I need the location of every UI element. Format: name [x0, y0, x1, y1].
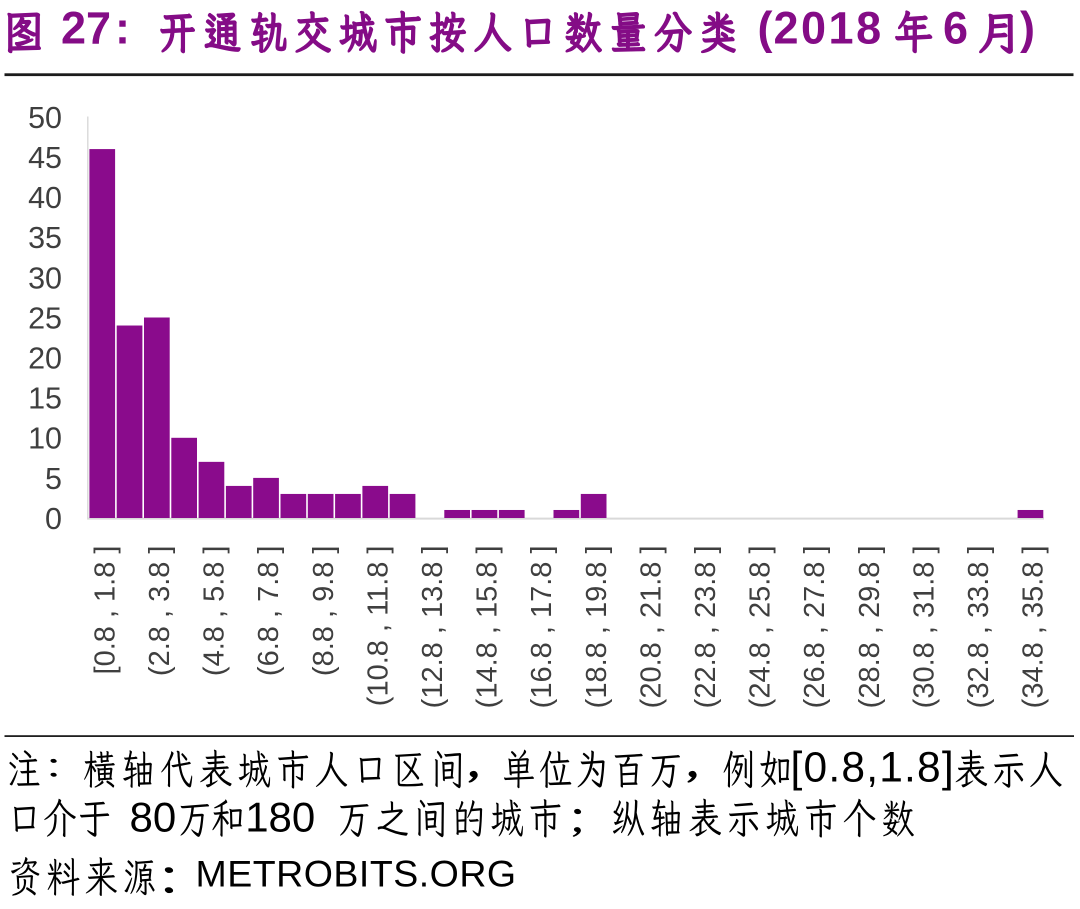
svg-text:(14.8 , 15.8 ]: (14.8 , 15.8 ] — [472, 546, 504, 709]
svg-text:180: 180 — [245, 794, 315, 841]
svg-text:(10.8 , 11.8 ]: (10.8 , 11.8 ] — [362, 546, 394, 707]
svg-text:40: 40 — [28, 181, 62, 215]
svg-text:2018: 2018 — [774, 2, 884, 53]
svg-text:6: 6 — [943, 2, 968, 53]
svg-text:20: 20 — [28, 342, 62, 376]
svg-text:(4.8 , 5.8 ]: (4.8 , 5.8 ] — [199, 546, 231, 677]
svg-text:(20.8 , 21.8 ]: (20.8 , 21.8 ] — [635, 546, 667, 709]
svg-text:80: 80 — [130, 794, 177, 841]
svg-text:(24.8 , 25.8 ]: (24.8 , 25.8 ] — [745, 546, 777, 709]
svg-text:45: 45 — [28, 141, 62, 175]
svg-text:METROBITS.ORG: METROBITS.ORG — [196, 853, 517, 895]
svg-text:(32.8 , 33.8 ]: (32.8 , 33.8 ] — [963, 546, 995, 709]
svg-text:15: 15 — [28, 382, 62, 416]
svg-text:[0.8 , 1.8 ]: [0.8 , 1.8 ] — [89, 546, 121, 675]
svg-text:(26.8 , 27.8 ]: (26.8 , 27.8 ] — [799, 546, 831, 709]
svg-text:(6.8 , 7.8 ]: (6.8 , 7.8 ] — [253, 546, 285, 677]
svg-text:(18.8 , 19.8 ]: (18.8 , 19.8 ] — [581, 546, 613, 709]
svg-text:27: 27 — [61, 2, 111, 53]
svg-text::: : — [115, 2, 130, 53]
svg-text:(16.8 , 17.8 ]: (16.8 , 17.8 ] — [526, 546, 558, 709]
svg-text:(22.8 , 23.8 ]: (22.8 , 23.8 ] — [690, 546, 722, 709]
svg-text:35: 35 — [28, 221, 62, 255]
svg-text:(34.8 , 35.8 ]: (34.8 , 35.8 ] — [1018, 546, 1050, 709]
svg-text:5: 5 — [45, 462, 62, 496]
svg-text:0: 0 — [45, 502, 62, 536]
svg-text:(2.8 , 3.8 ]: (2.8 , 3.8 ] — [144, 546, 176, 677]
svg-text:25: 25 — [28, 301, 62, 335]
svg-text:(8.8 , 9.8 ]: (8.8 , 9.8 ] — [308, 546, 340, 677]
svg-text:(12.8 , 13.8 ]: (12.8 , 13.8 ] — [417, 546, 449, 709]
svg-text:30: 30 — [28, 261, 62, 295]
svg-text:): ) — [1020, 2, 1035, 53]
svg-text:(30.8 , 31.8 ]: (30.8 , 31.8 ] — [908, 546, 940, 709]
svg-text:10: 10 — [28, 422, 62, 456]
svg-text:(28.8 , 29.8 ]: (28.8 , 29.8 ] — [854, 546, 886, 709]
svg-text:(: ( — [758, 2, 773, 53]
svg-text:[0.8,1.8]: [0.8,1.8] — [791, 745, 955, 792]
svg-text:50: 50 — [28, 101, 62, 135]
